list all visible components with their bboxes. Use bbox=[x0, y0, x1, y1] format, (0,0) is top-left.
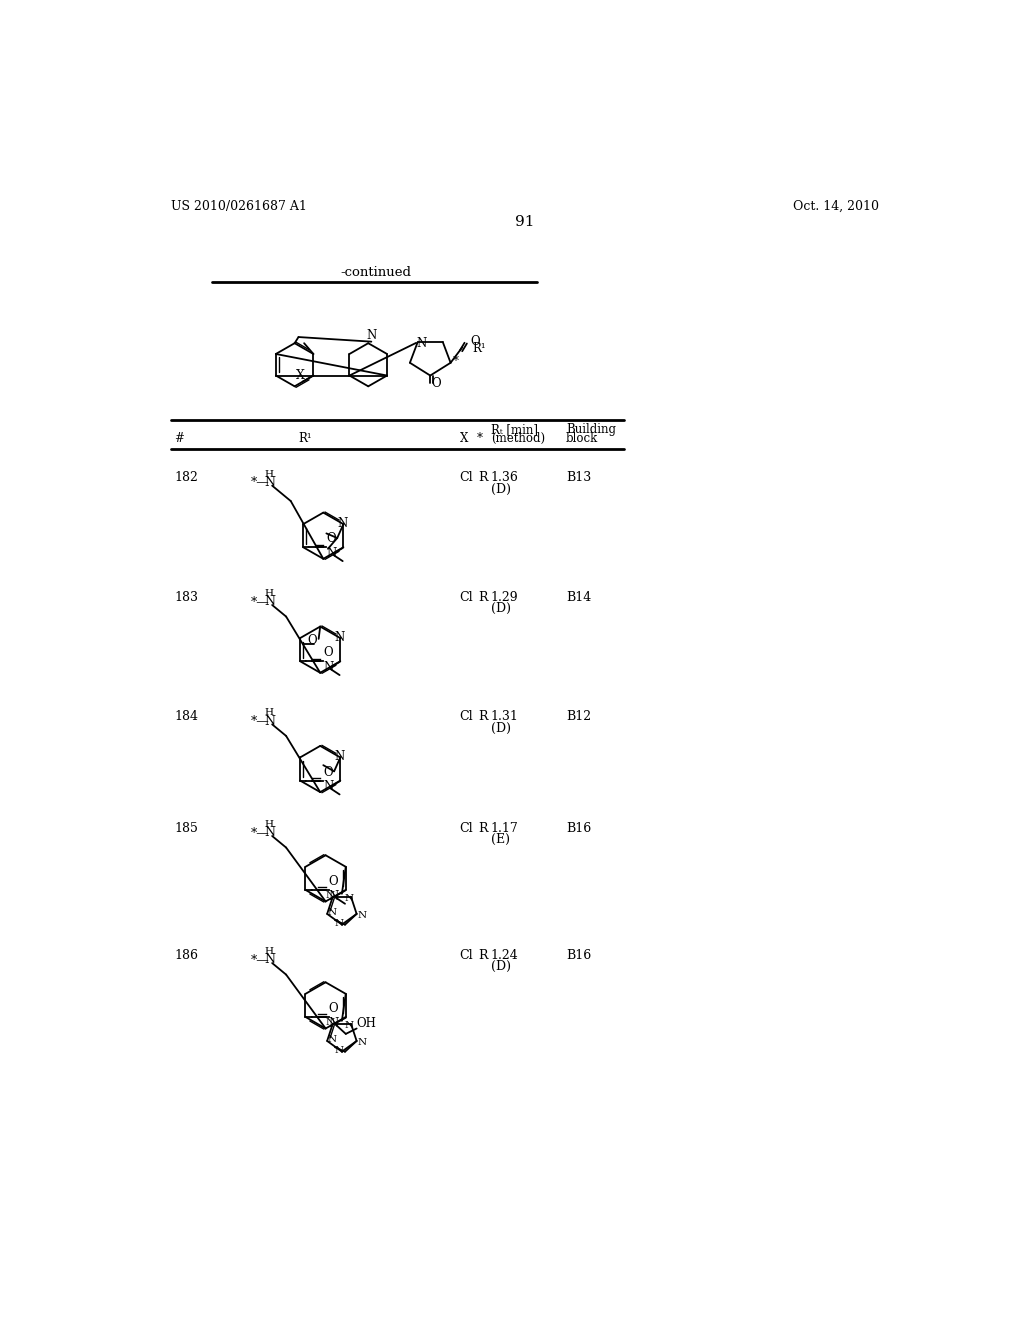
Text: N: N bbox=[344, 1020, 353, 1030]
Text: (D): (D) bbox=[490, 722, 511, 735]
Text: N: N bbox=[264, 595, 275, 609]
Text: N: N bbox=[264, 826, 275, 840]
Text: *—: *— bbox=[251, 594, 269, 607]
Text: O: O bbox=[470, 335, 479, 347]
Text: *—: *— bbox=[251, 953, 269, 966]
Text: O: O bbox=[308, 634, 317, 647]
Text: 1.17: 1.17 bbox=[490, 822, 518, 834]
Text: N: N bbox=[329, 1016, 339, 1030]
Text: Cl: Cl bbox=[460, 710, 473, 723]
Text: N: N bbox=[357, 1038, 367, 1047]
Text: N: N bbox=[416, 337, 426, 350]
Text: R: R bbox=[478, 471, 487, 484]
Text: 91: 91 bbox=[515, 215, 535, 230]
Text: (D): (D) bbox=[490, 961, 511, 973]
Text: N: N bbox=[344, 894, 353, 903]
Text: R: R bbox=[478, 949, 487, 962]
Text: O: O bbox=[324, 647, 333, 659]
Text: Rₜ [min]: Rₜ [min] bbox=[490, 422, 538, 436]
Text: B16: B16 bbox=[566, 949, 591, 962]
Text: N: N bbox=[327, 546, 337, 560]
Text: N: N bbox=[328, 908, 337, 917]
Text: N: N bbox=[324, 661, 334, 675]
Text: block: block bbox=[566, 432, 598, 445]
Text: N: N bbox=[326, 891, 335, 900]
Text: Oct. 14, 2010: Oct. 14, 2010 bbox=[793, 199, 879, 213]
Text: Cl: Cl bbox=[460, 949, 473, 962]
Text: O: O bbox=[329, 875, 338, 888]
Text: (E): (E) bbox=[490, 833, 510, 846]
Text: B13: B13 bbox=[566, 471, 591, 484]
Text: (D): (D) bbox=[490, 602, 511, 615]
Text: R¹: R¹ bbox=[472, 342, 486, 355]
Text: *—: *— bbox=[251, 475, 269, 488]
Text: O: O bbox=[324, 766, 333, 779]
Text: -continued: -continued bbox=[341, 265, 412, 279]
Text: X: X bbox=[460, 432, 468, 445]
Text: B12: B12 bbox=[566, 710, 591, 723]
Text: Cl: Cl bbox=[460, 591, 473, 603]
Text: N: N bbox=[264, 714, 275, 727]
Text: B14: B14 bbox=[566, 591, 591, 603]
Text: Cl: Cl bbox=[460, 822, 473, 834]
Text: *: * bbox=[477, 432, 482, 445]
Text: (D): (D) bbox=[490, 483, 511, 496]
Text: O: O bbox=[329, 1002, 338, 1015]
Text: N: N bbox=[366, 329, 376, 342]
Text: N: N bbox=[334, 750, 344, 763]
Text: 185: 185 bbox=[174, 822, 199, 834]
Text: N: N bbox=[337, 517, 347, 529]
Text: B16: B16 bbox=[566, 822, 591, 834]
Text: H: H bbox=[264, 589, 273, 598]
Text: US 2010/0261687 A1: US 2010/0261687 A1 bbox=[171, 199, 306, 213]
Text: Cl: Cl bbox=[460, 471, 473, 484]
Text: 1.36: 1.36 bbox=[490, 471, 518, 484]
Text: *—: *— bbox=[251, 714, 269, 727]
Text: H: H bbox=[264, 946, 273, 956]
Text: R: R bbox=[478, 710, 487, 723]
Text: N: N bbox=[324, 780, 334, 793]
Text: (method): (method) bbox=[490, 432, 545, 445]
Text: 184: 184 bbox=[174, 710, 199, 723]
Text: #: # bbox=[174, 432, 184, 445]
Text: N: N bbox=[329, 890, 339, 903]
Text: N: N bbox=[357, 911, 367, 920]
Text: N: N bbox=[264, 477, 275, 490]
Text: 1.29: 1.29 bbox=[490, 591, 518, 603]
Text: N: N bbox=[335, 1045, 344, 1055]
Text: X: X bbox=[296, 370, 305, 381]
Text: OH: OH bbox=[356, 1018, 377, 1031]
Text: O: O bbox=[327, 532, 336, 545]
Text: 1.31: 1.31 bbox=[490, 710, 518, 723]
Text: N: N bbox=[334, 631, 344, 644]
Text: 1.24: 1.24 bbox=[490, 949, 518, 962]
Text: H: H bbox=[264, 820, 273, 829]
Text: *—: *— bbox=[251, 825, 269, 838]
Text: 182: 182 bbox=[174, 471, 199, 484]
Text: H: H bbox=[264, 709, 273, 717]
Text: N: N bbox=[264, 953, 275, 966]
Text: H: H bbox=[264, 470, 273, 479]
Text: N: N bbox=[335, 919, 344, 928]
Text: R: R bbox=[478, 591, 487, 603]
Text: *: * bbox=[453, 355, 459, 368]
Text: R: R bbox=[478, 822, 487, 834]
Text: 183: 183 bbox=[174, 591, 199, 603]
Text: Building: Building bbox=[566, 422, 615, 436]
Text: O: O bbox=[432, 376, 441, 389]
Text: 186: 186 bbox=[174, 949, 199, 962]
Text: N: N bbox=[326, 1018, 335, 1027]
Text: R¹: R¹ bbox=[299, 432, 312, 445]
Text: N: N bbox=[328, 1035, 337, 1044]
